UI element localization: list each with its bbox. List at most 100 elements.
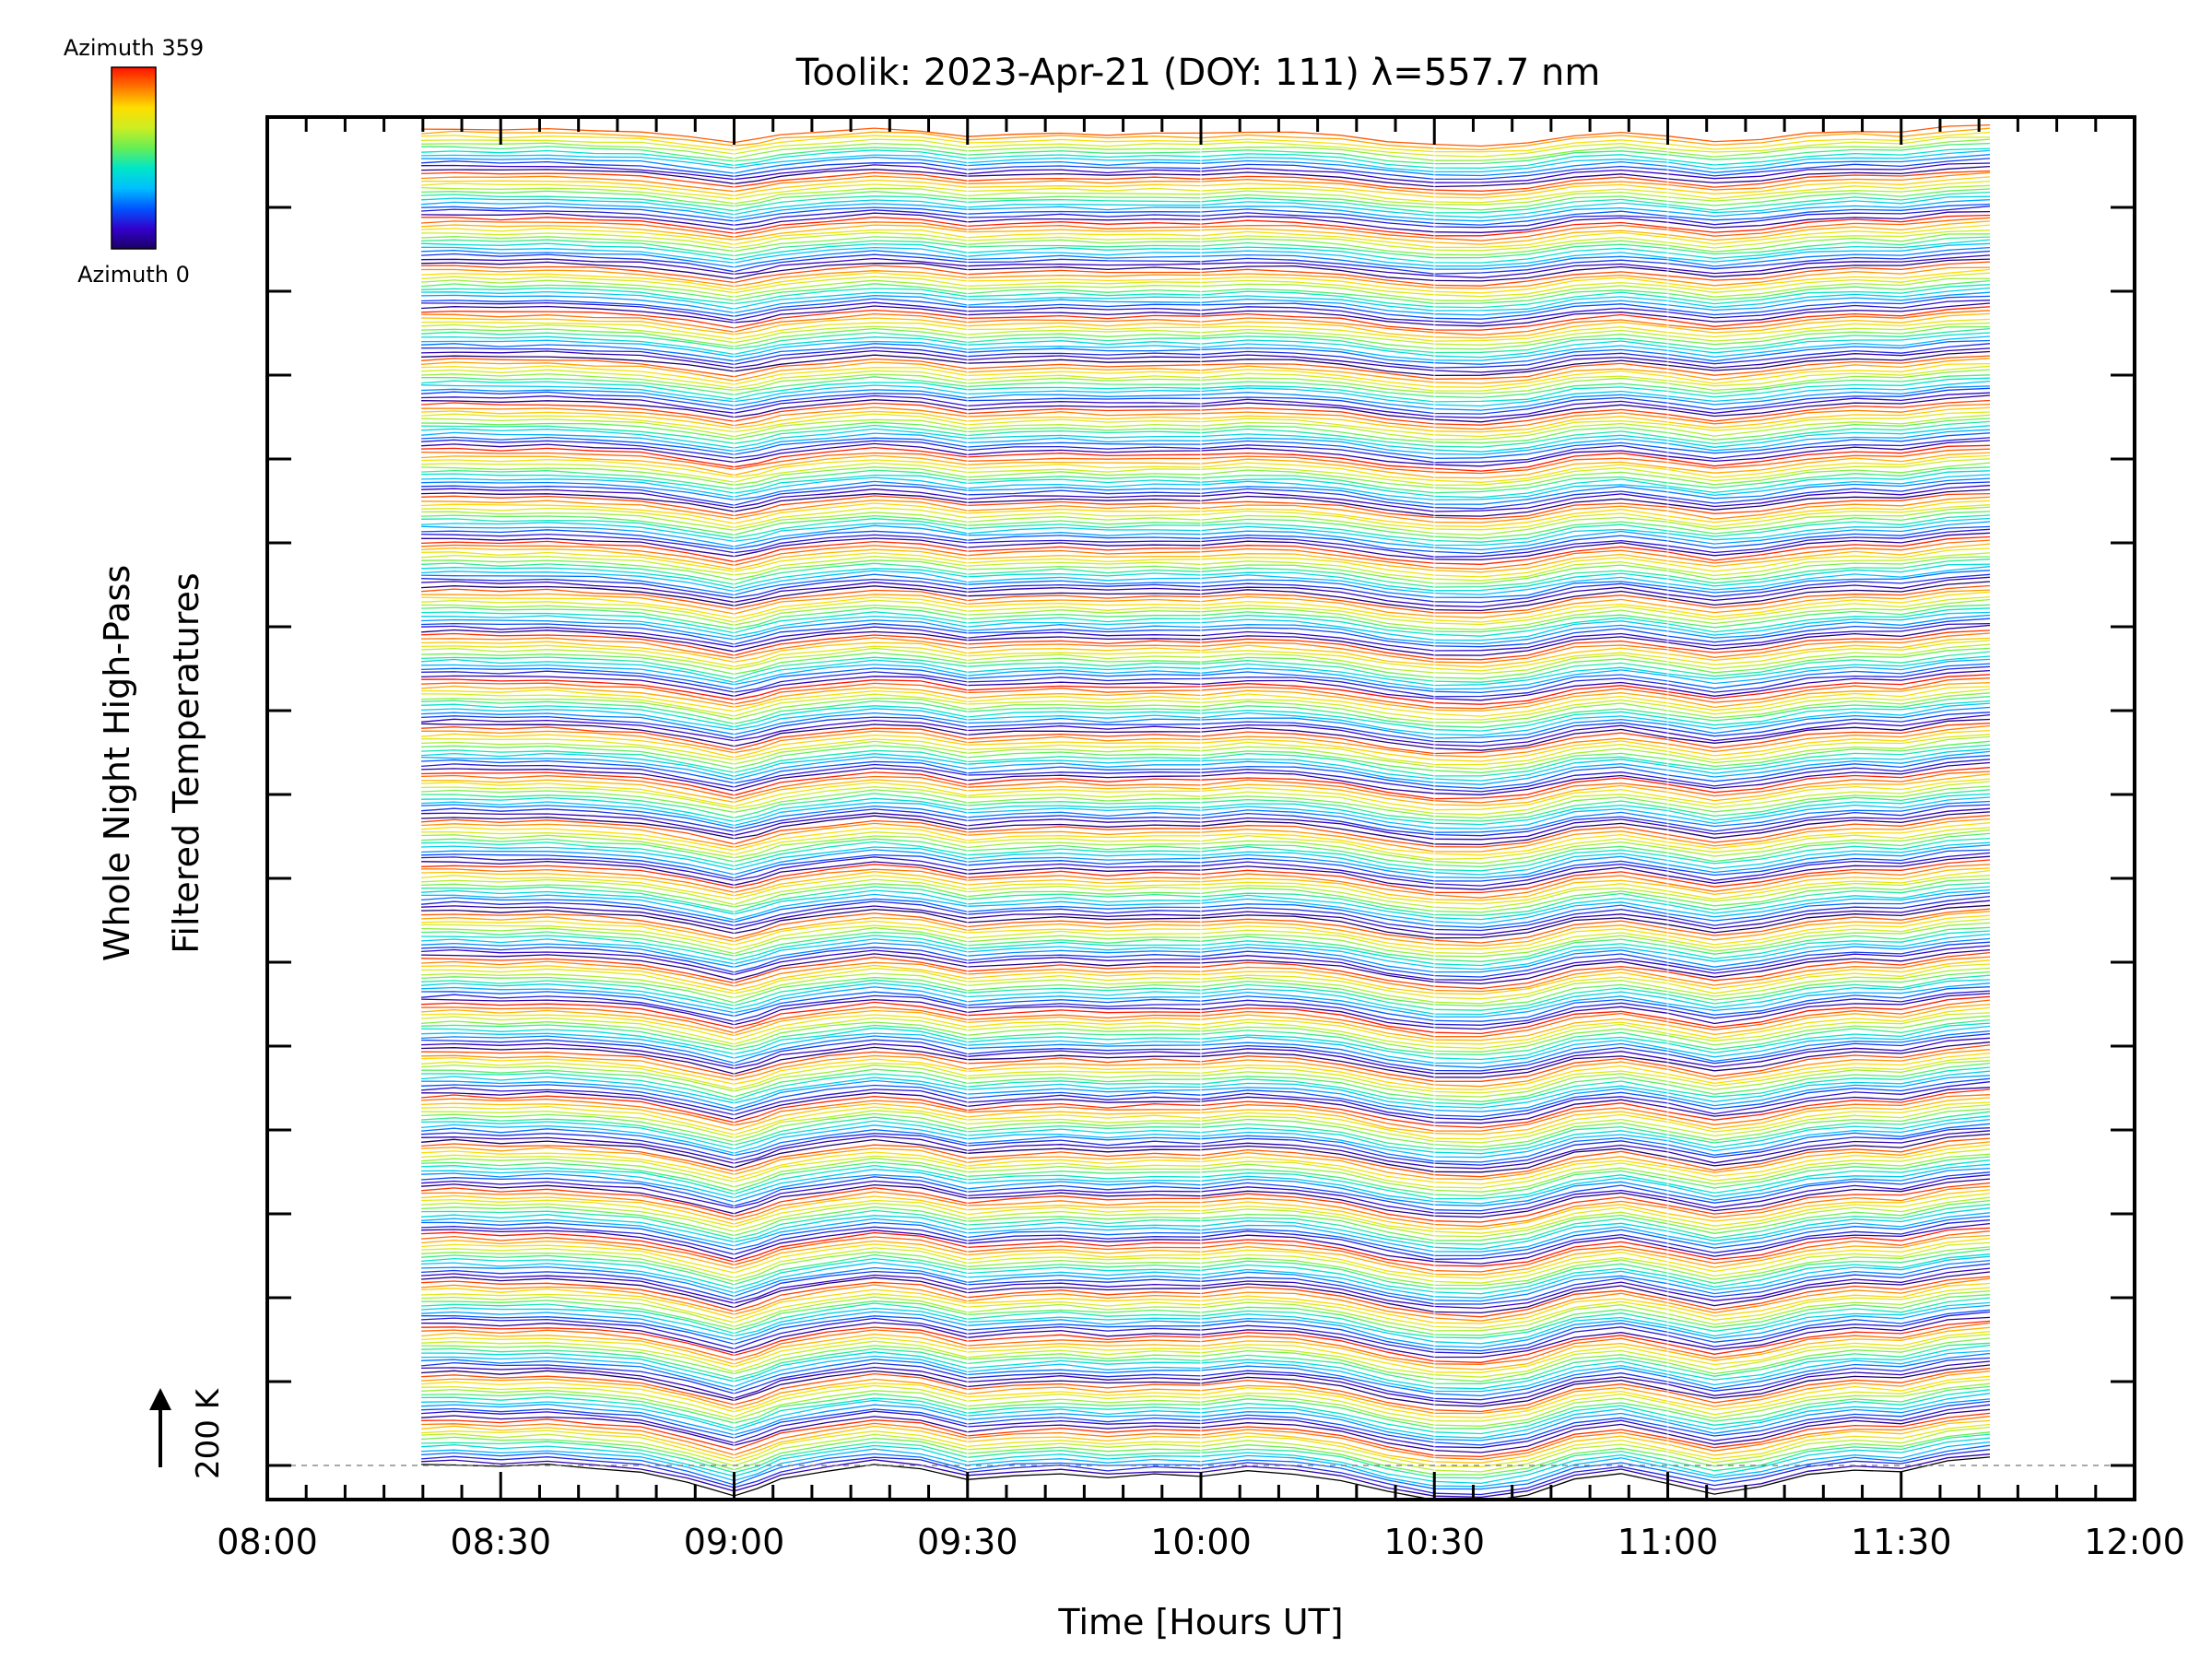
trace-line xyxy=(421,990,1991,1026)
trace-line xyxy=(421,250,1991,275)
trace-line xyxy=(421,822,1991,856)
trace-line xyxy=(421,665,1991,698)
trace-line xyxy=(421,229,1991,252)
trace-line xyxy=(421,993,1991,1030)
trace-line xyxy=(421,688,1991,721)
trace-line xyxy=(421,867,1991,901)
trace-line xyxy=(421,761,1991,795)
trace-line xyxy=(421,995,1991,1035)
trace-line xyxy=(421,967,1991,1005)
trace-line xyxy=(421,1371,1991,1415)
trace-line xyxy=(421,1263,1991,1305)
trace-line xyxy=(421,781,1991,816)
azimuth-colorbar: Azimuth 359 Azimuth 0 xyxy=(64,35,204,288)
trace-line xyxy=(421,904,1991,939)
trace-line xyxy=(421,239,1991,264)
trace-line xyxy=(421,1003,1991,1041)
trace-line xyxy=(421,470,1991,499)
trace-line xyxy=(421,474,1991,501)
trace-line xyxy=(421,343,1991,369)
trace-line xyxy=(421,1144,1991,1185)
trace-line xyxy=(421,284,1991,309)
trace-line xyxy=(421,1253,1991,1295)
trace-line xyxy=(421,1349,1991,1393)
trace-line xyxy=(421,485,1991,512)
trace-line xyxy=(421,696,1991,728)
trace-line xyxy=(421,543,1991,573)
trace-line xyxy=(421,188,1991,211)
trace-line xyxy=(421,1137,1991,1178)
trace-line xyxy=(421,624,1991,656)
trace-line xyxy=(421,849,1991,882)
trace-line xyxy=(421,1360,1991,1405)
trace-line xyxy=(421,1119,1991,1159)
y-axis-label-line-2: Filtered Temperatures xyxy=(166,572,206,953)
trace-line xyxy=(421,959,1991,995)
trace-line xyxy=(421,682,1991,712)
trace-line xyxy=(421,399,1991,426)
trace-line xyxy=(421,1193,1991,1234)
trace-line xyxy=(421,647,1991,679)
trace-line xyxy=(421,1171,1991,1212)
trace-line xyxy=(421,852,1991,887)
trace-line xyxy=(421,347,1991,373)
trace-line xyxy=(421,1097,1991,1135)
trace-line xyxy=(421,1199,1991,1241)
trace-line xyxy=(421,165,1991,188)
trace-line xyxy=(421,869,1991,905)
trace-line xyxy=(421,1385,1991,1430)
trace-line xyxy=(421,686,1991,717)
trace-line xyxy=(421,488,1991,517)
trace-line xyxy=(421,1115,1991,1155)
trace-line xyxy=(421,979,1991,1016)
trace-line xyxy=(421,674,1991,705)
trace-line xyxy=(421,637,1991,668)
trace-line xyxy=(421,327,1991,354)
trace-line xyxy=(421,127,1991,151)
trace-line xyxy=(421,511,1991,539)
trace-line xyxy=(421,829,1991,865)
trace-line xyxy=(421,1101,1991,1140)
trace-line xyxy=(421,677,1991,710)
trace-line xyxy=(421,767,1991,800)
trace-line xyxy=(421,1389,1991,1435)
trace-line xyxy=(421,640,1991,672)
trace-line xyxy=(421,1311,1991,1355)
trace-line xyxy=(421,306,1991,331)
trace-line xyxy=(421,1400,1991,1446)
trace-line xyxy=(421,778,1991,811)
trace-line xyxy=(421,1433,1991,1479)
trace-line xyxy=(421,385,1991,411)
trace-line xyxy=(421,355,1991,380)
trace-line xyxy=(421,1123,1991,1163)
trace-line xyxy=(421,420,1991,448)
trace-line xyxy=(421,1212,1991,1253)
trace-line xyxy=(421,755,1991,790)
trace-line xyxy=(421,1222,1991,1265)
trace-line xyxy=(421,598,1991,630)
trace-line xyxy=(421,195,1991,218)
trace-line xyxy=(421,1148,1991,1189)
trace-line xyxy=(421,279,1991,304)
trace-line xyxy=(421,380,1991,407)
trace-line xyxy=(421,878,1991,913)
trace-line xyxy=(421,452,1991,479)
trace-line xyxy=(421,974,1991,1011)
trace-line xyxy=(421,712,1991,744)
trace-line xyxy=(421,570,1991,599)
trace-line xyxy=(421,908,1991,944)
trace-line xyxy=(421,595,1991,626)
trace-line xyxy=(421,658,1991,690)
trace-line xyxy=(421,1094,1991,1132)
trace-line xyxy=(421,318,1991,342)
trace-line xyxy=(421,1056,1991,1094)
trace-line xyxy=(421,506,1991,536)
trace-line xyxy=(421,1049,1991,1088)
trace-line xyxy=(421,272,1991,298)
trace-line xyxy=(421,1012,1991,1050)
trace-line xyxy=(421,614,1991,645)
trace-line xyxy=(421,394,1991,423)
trace-line xyxy=(421,566,1991,595)
trace-line xyxy=(421,713,1991,747)
trace-line xyxy=(421,759,1991,793)
